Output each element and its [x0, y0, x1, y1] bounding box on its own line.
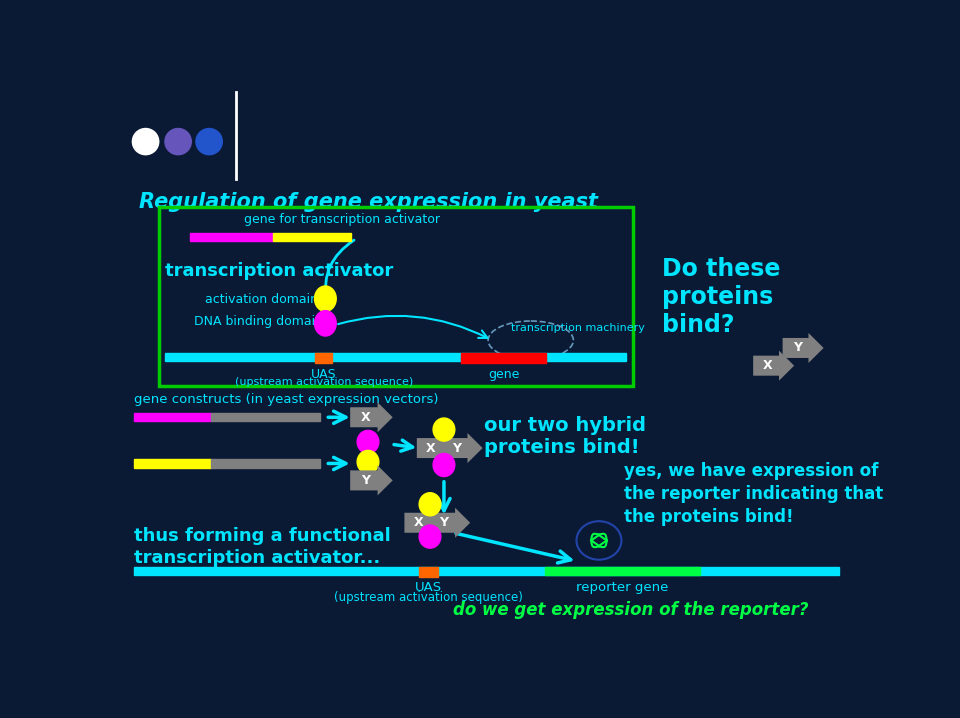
- Text: gene for transcription activator: gene for transcription activator: [244, 213, 440, 226]
- Text: X: X: [426, 442, 436, 454]
- Bar: [544, 567, 700, 575]
- Text: Regulation of gene expression in yeast: Regulation of gene expression in yeast: [139, 192, 598, 212]
- Text: our two hybrid
proteins bind!: our two hybrid proteins bind!: [484, 416, 646, 457]
- FancyArrow shape: [134, 567, 839, 576]
- Text: Y: Y: [452, 442, 461, 454]
- Text: gene: gene: [488, 368, 519, 381]
- Ellipse shape: [433, 454, 455, 477]
- FancyBboxPatch shape: [430, 508, 470, 538]
- Text: X: X: [361, 411, 371, 424]
- Text: thus forming a functional
transcription activator...: thus forming a functional transcription …: [134, 526, 391, 567]
- FancyArrow shape: [190, 233, 274, 241]
- Circle shape: [196, 129, 223, 154]
- FancyBboxPatch shape: [443, 433, 483, 463]
- FancyArrow shape: [134, 460, 211, 467]
- Text: Y: Y: [440, 516, 448, 529]
- FancyBboxPatch shape: [350, 465, 393, 495]
- Ellipse shape: [420, 525, 441, 548]
- Text: X: X: [763, 359, 773, 372]
- Ellipse shape: [357, 450, 379, 473]
- Text: yes, we have expression of
the reporter indicating that
the proteins bind!: yes, we have expression of the reporter …: [624, 462, 883, 526]
- Ellipse shape: [357, 430, 379, 454]
- Ellipse shape: [433, 418, 455, 441]
- Text: (upstream activation sequence): (upstream activation sequence): [334, 592, 523, 605]
- Text: gene constructs (in yeast expression vectors): gene constructs (in yeast expression vec…: [134, 393, 439, 406]
- FancyArrow shape: [165, 353, 626, 361]
- Text: Y: Y: [361, 474, 371, 487]
- Text: Y: Y: [793, 342, 802, 355]
- Bar: [315, 353, 332, 363]
- FancyBboxPatch shape: [782, 333, 824, 363]
- Ellipse shape: [315, 286, 336, 312]
- Text: UAS: UAS: [311, 368, 337, 381]
- Text: Do these
proteins
bind?: Do these proteins bind?: [662, 257, 780, 337]
- Circle shape: [165, 129, 191, 154]
- Text: transcription activator: transcription activator: [165, 262, 394, 280]
- Bar: [461, 353, 546, 363]
- Ellipse shape: [315, 311, 336, 336]
- Text: activation domain: activation domain: [205, 293, 319, 306]
- FancyArrow shape: [211, 460, 320, 467]
- Text: transcription machinery: transcription machinery: [512, 323, 645, 333]
- FancyArrow shape: [134, 413, 211, 421]
- FancyBboxPatch shape: [404, 508, 444, 538]
- Ellipse shape: [420, 493, 441, 516]
- Text: DNA binding domain: DNA binding domain: [194, 314, 324, 327]
- Bar: [420, 567, 438, 577]
- Text: X: X: [414, 516, 423, 529]
- Text: reporter gene: reporter gene: [576, 582, 668, 595]
- FancyArrow shape: [274, 233, 351, 241]
- FancyBboxPatch shape: [754, 350, 794, 381]
- FancyArrow shape: [211, 413, 320, 421]
- Text: UAS: UAS: [415, 582, 442, 595]
- FancyBboxPatch shape: [350, 402, 393, 432]
- FancyBboxPatch shape: [417, 433, 457, 463]
- Circle shape: [132, 129, 158, 154]
- Text: (upstream activation sequence): (upstream activation sequence): [234, 377, 413, 387]
- Text: do we get expression of the reporter?: do we get expression of the reporter?: [453, 600, 808, 618]
